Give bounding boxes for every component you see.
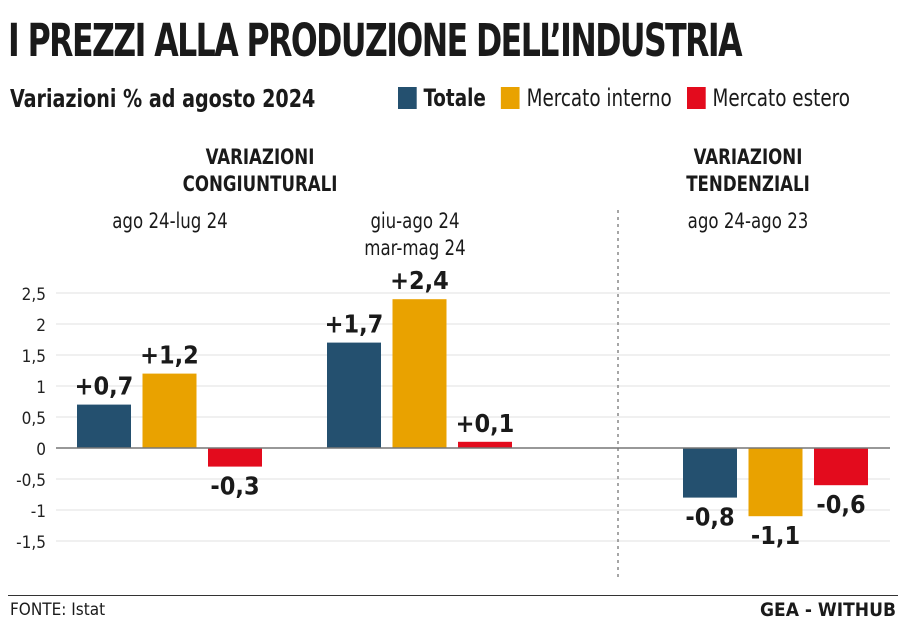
category-label: giu-ago 24 mar-mag 24 [327, 208, 503, 262]
legend-swatch-estero [686, 87, 706, 109]
y-tick-label: 2 [36, 316, 46, 336]
data-label: -1,1 [751, 521, 800, 550]
y-tick-label: 2,5 [22, 285, 46, 305]
y-tick-label: 1,5 [22, 347, 46, 367]
y-tick-label: -0,5 [16, 471, 46, 491]
chart-title: I PREZZI ALLA PRODUZIONE DELL’INDUSTRIA [8, 14, 743, 67]
category-label: ago 24-ago 23 [678, 208, 819, 235]
legend-swatch-totale [398, 87, 417, 109]
legend-swatch-interno [501, 87, 520, 109]
data-label: -0,8 [685, 503, 734, 532]
data-label: +1,7 [325, 310, 384, 339]
category-label: ago 24-lug 24 [82, 208, 258, 235]
section-header-line: CONGIUNTURALI [182, 172, 338, 196]
bar [683, 448, 737, 498]
category-line: mar-mag 24 [364, 236, 466, 260]
bar [748, 448, 803, 517]
bar [814, 448, 868, 486]
legend: Totale Mercato interno Mercato estero [398, 84, 850, 112]
y-tick-label: 1 [36, 378, 46, 398]
bar [327, 342, 381, 448]
brand-logo: GEA - WITHUB [759, 599, 896, 621]
data-label: -0,6 [816, 490, 865, 519]
legend-label-totale: Totale [423, 84, 486, 112]
category-line: giu-ago 24 [370, 209, 460, 233]
bar [77, 404, 131, 448]
chart-subtitle: Variazioni % ad agosto 2024 [10, 84, 316, 113]
legend-label-estero: Mercato estero [712, 84, 850, 112]
legend-label-interno: Mercato interno [526, 84, 672, 112]
source-note: FONTE: Istat [10, 600, 106, 620]
section-header-congiunturali: VARIAZIONI CONGIUNTURALI [172, 144, 348, 198]
category-line: ago 24-ago 23 [687, 209, 809, 233]
y-tick-label: 0 [36, 440, 46, 460]
bar [392, 299, 447, 448]
y-tick-label: -1,5 [16, 533, 46, 553]
data-label: +0,7 [75, 372, 134, 401]
y-tick-label: 0,5 [22, 409, 46, 429]
bar [458, 441, 512, 448]
category-line: ago 24-lug 24 [112, 209, 228, 233]
section-header-line: VARIAZIONI [205, 145, 315, 169]
data-label: -0,3 [210, 472, 259, 501]
section-header-tendenziali: VARIAZIONI TENDENZIALI [678, 144, 819, 198]
data-label: +0,1 [456, 409, 515, 438]
footer-divider [8, 595, 898, 596]
section-header-line: VARIAZIONI [693, 145, 803, 169]
y-tick-label: -1 [31, 502, 46, 522]
bar [142, 373, 197, 448]
data-label: +2,4 [390, 266, 449, 295]
bar [208, 448, 262, 467]
data-label: +1,2 [140, 341, 199, 370]
section-header-line: TENDENZIALI [686, 172, 810, 196]
